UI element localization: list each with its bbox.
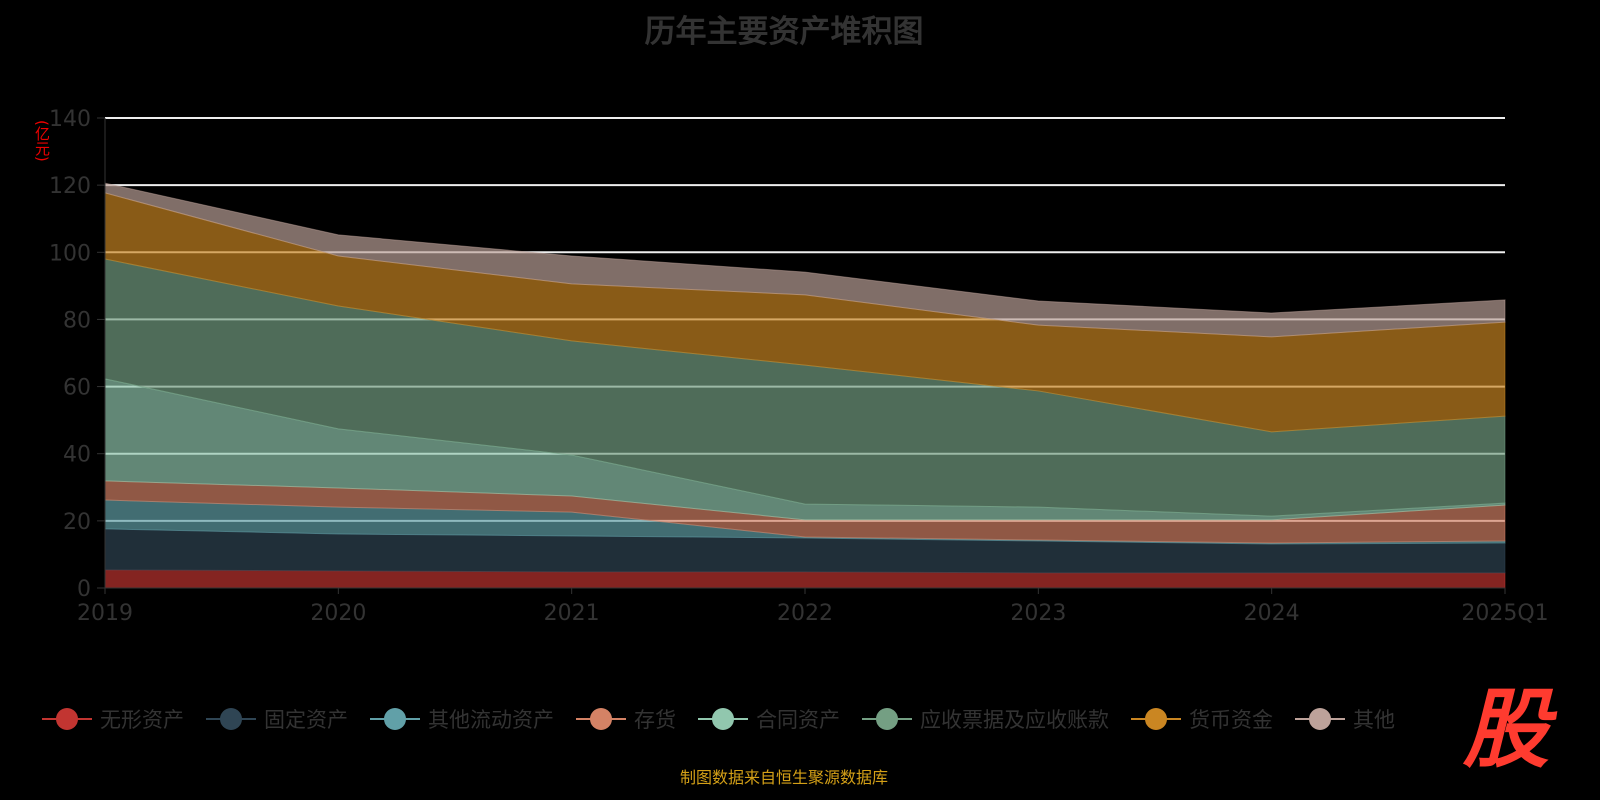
legend-marker-icon [42,707,92,731]
y-axis-unit-label: (亿元) [33,120,51,162]
brand-logo: 股 [1460,684,1552,776]
legend-item[interactable]: 存货 [576,704,676,734]
y-tick-label: 80 [63,308,91,333]
legend-item[interactable]: 合同资产 [698,704,840,734]
legend-item[interactable]: 货币资金 [1131,704,1273,734]
chart-title: 历年主要资产堆积图 [644,14,924,50]
x-tick-label: 2025Q1 [1461,601,1548,626]
legend-label: 无形资产 [100,708,184,732]
legend-item[interactable]: 应收票据及应收账款 [862,704,1109,734]
legend-marker-icon [1131,707,1181,731]
x-tick-label: 2021 [544,601,600,626]
y-tick-label: 0 [77,577,91,602]
legend-item[interactable]: 其他 [1295,704,1395,734]
y-tick-label: 40 [63,443,91,468]
legend-item[interactable]: 其他流动资产 [370,704,554,734]
legend-label: 其他流动资产 [428,708,554,732]
x-tick-label: 2019 [77,601,133,626]
legend-label: 应收票据及应收账款 [920,708,1109,732]
y-tick-label: 100 [49,241,91,266]
x-tick-label: 2020 [310,601,366,626]
legend-label: 合同资产 [756,708,840,732]
legend-marker-icon [206,707,256,731]
legend-marker-icon [1295,707,1345,731]
y-tick-label: 140 [49,107,91,132]
legend-label: 其他 [1353,708,1395,732]
legend-marker-icon [576,707,626,731]
legend-label: 存货 [634,708,676,732]
legend-label: 固定资产 [264,708,348,732]
legend-marker-icon [862,707,912,731]
x-tick-label: 2023 [1010,601,1066,626]
legend-marker-icon [698,707,748,731]
legend-marker-icon [370,707,420,731]
legend-item[interactable]: 无形资产 [42,704,184,734]
area-其他 [104,182,1506,338]
x-tick-label: 2022 [777,601,833,626]
y-tick-label: 120 [49,174,91,199]
legend-item[interactable]: 固定资产 [206,704,348,734]
legend: 无形资产 固定资产 其他流动资产 存货 合同资产 应收票据及应收账款 货币资金 其他 [42,704,1417,734]
data-source-footer: 制图数据来自恒生聚源数据库 [679,768,888,787]
x-tick-label: 2024 [1244,601,1300,626]
y-tick-label: 20 [63,510,91,535]
y-tick-label: 60 [63,376,91,401]
legend-label: 货币资金 [1189,708,1273,732]
stacked-area-chart: 0 20 40 60 80 100 120 140 2019 2020 2021 2022 2023 20… [49,107,1549,626]
